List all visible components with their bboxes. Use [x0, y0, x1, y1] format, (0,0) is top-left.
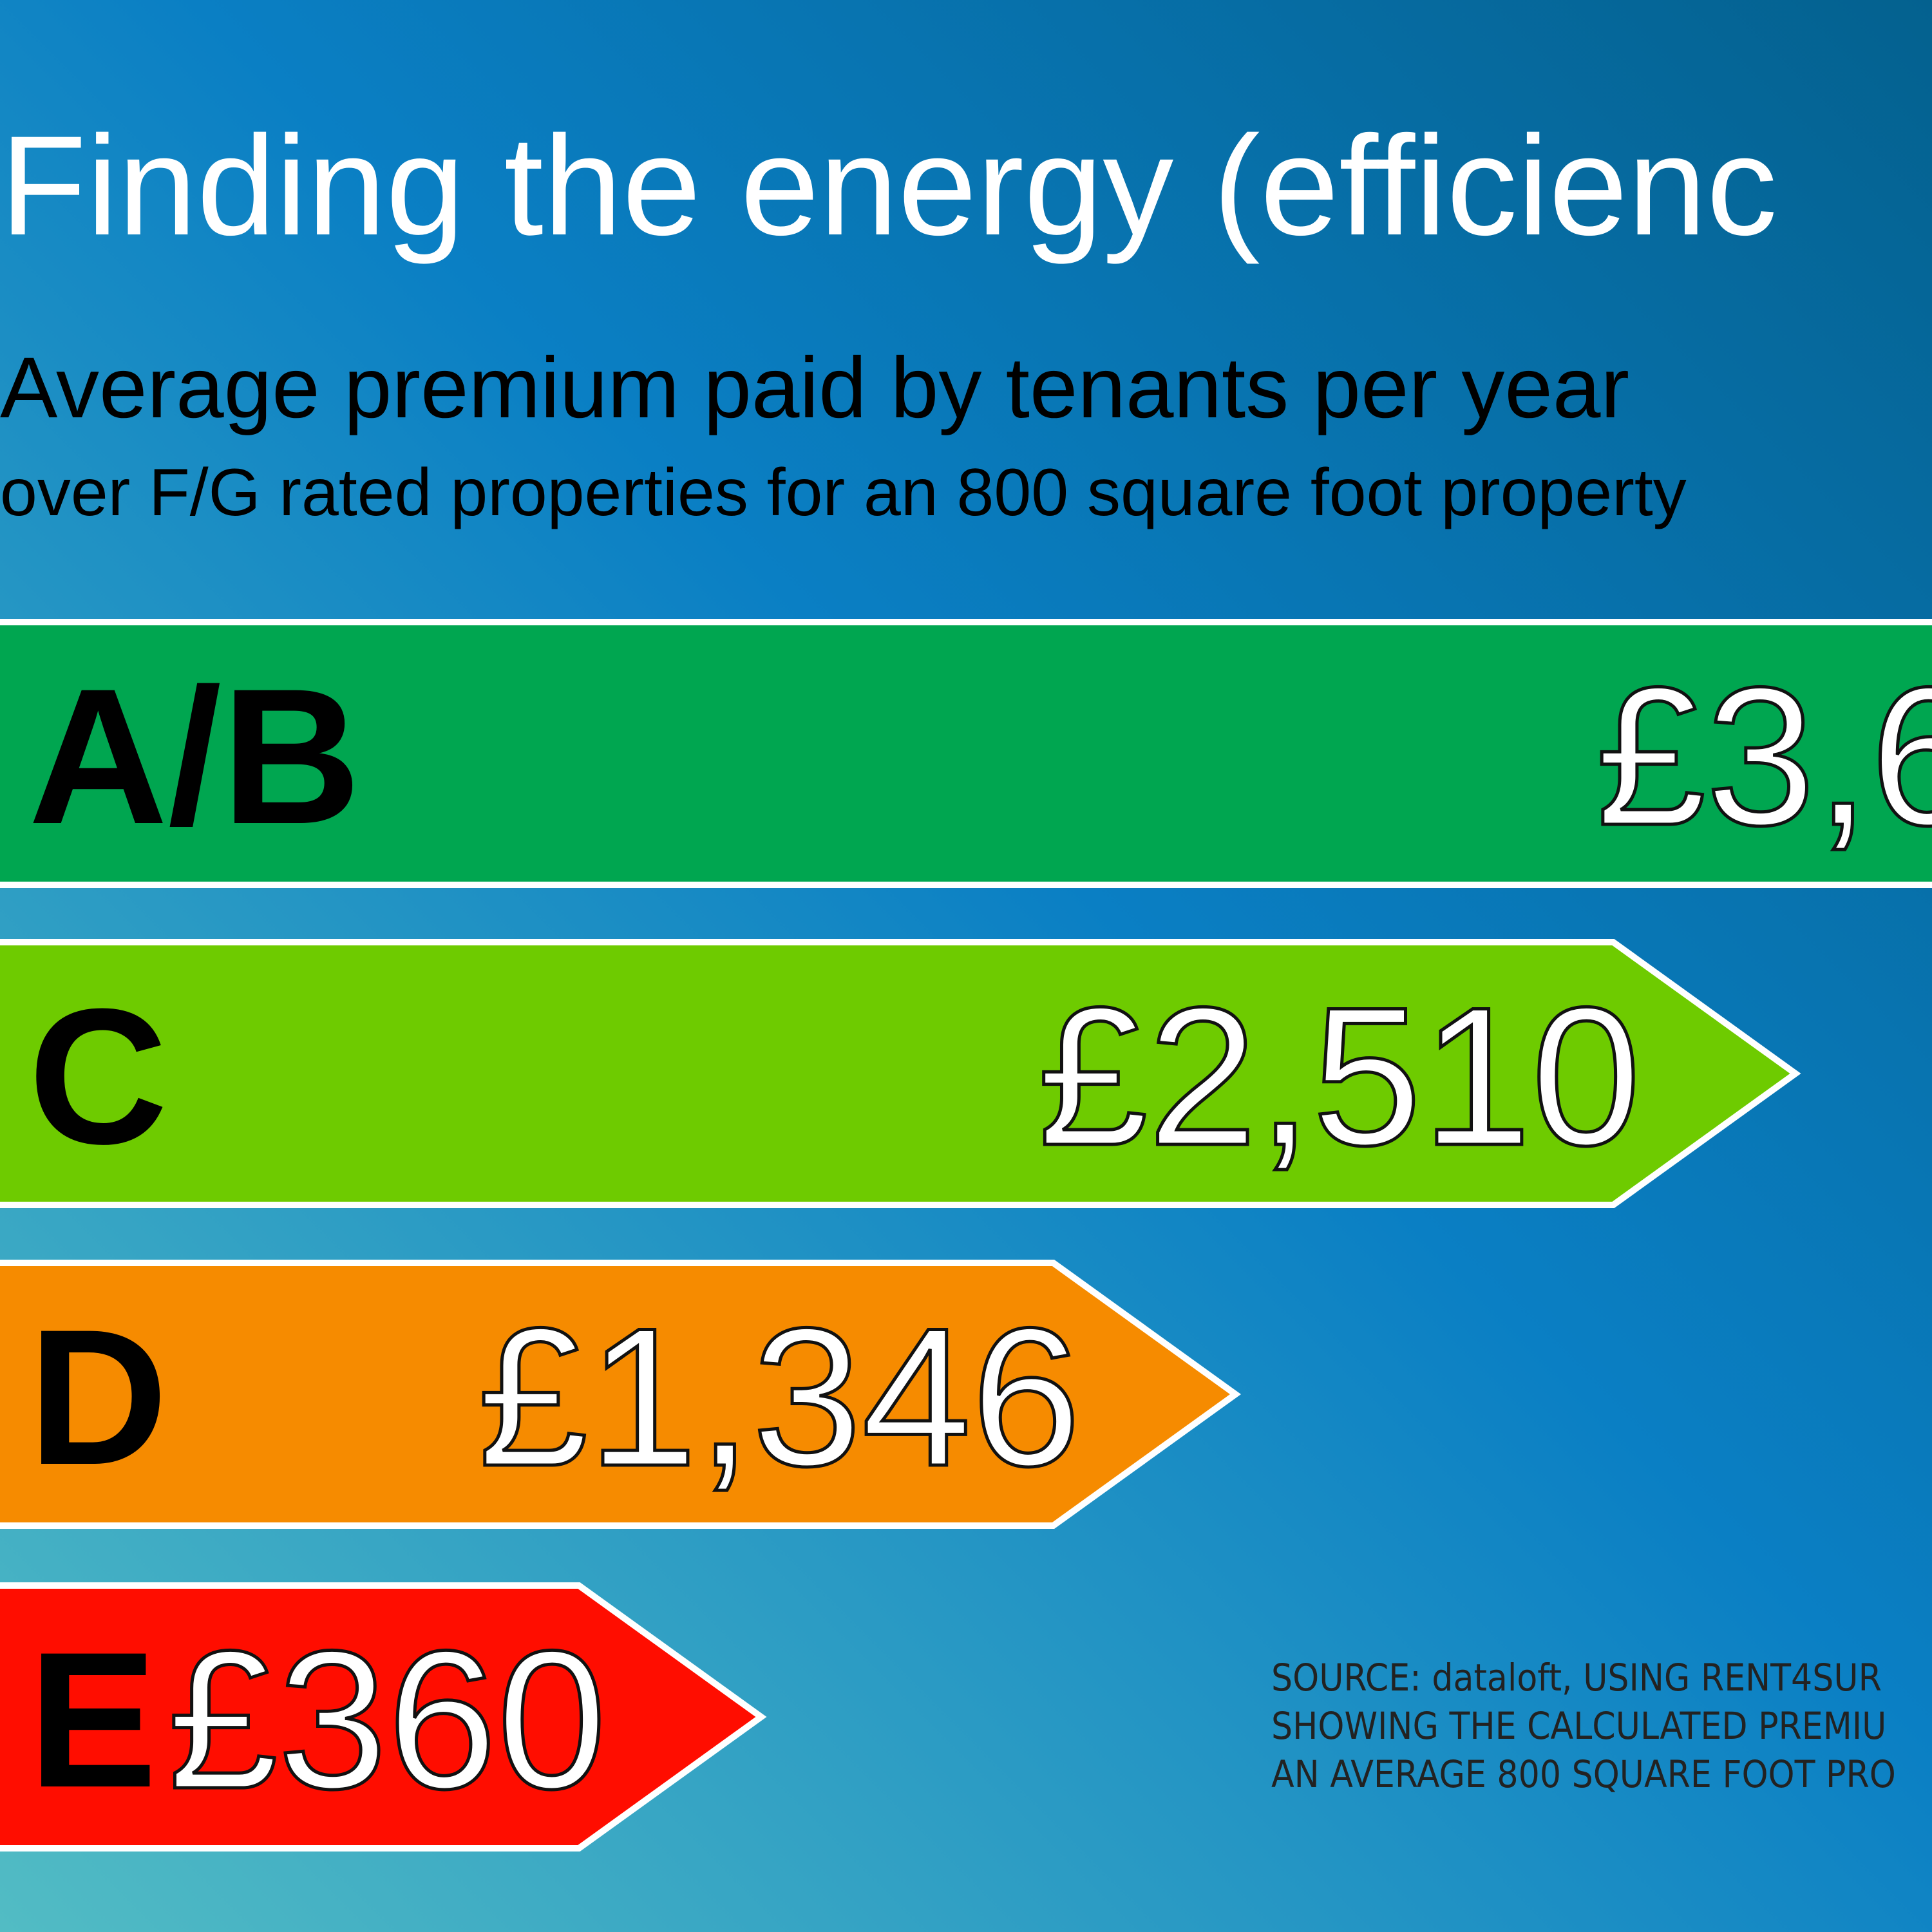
- subtitle: over F/G rated properties for an 800 squ…: [0, 455, 1687, 530]
- rating-bar: [0, 1582, 767, 1852]
- value-label: £360: [168, 1609, 607, 1830]
- rating-label: A/B: [28, 648, 361, 864]
- source-line: AN AVERAGE 800 SQUARE FOOT PRO: [1271, 1752, 1896, 1796]
- title: Finding the energy (efficienc: [0, 106, 1777, 265]
- source-line: SHOWING THE CALCULATED PREMIU: [1271, 1704, 1886, 1748]
- subtitle: Average premium paid by tenants per year: [0, 340, 1629, 436]
- rating-label: D: [28, 1289, 168, 1505]
- rating-label: E: [28, 1611, 157, 1828]
- source-line: SOURCE: dataloft, USING RENT4SUR: [1271, 1656, 1882, 1700]
- source: SOURCE: dataloft, USING RENT4SUR SHOWING…: [1271, 1656, 1896, 1796]
- value-label: £1,346: [478, 1287, 1081, 1507]
- rating-label: C: [28, 968, 168, 1184]
- rating-bar: [0, 939, 1801, 1208]
- rating-bar: [0, 619, 1932, 888]
- rating-bar: [0, 1260, 1242, 1529]
- value-label: £2,510: [1038, 966, 1641, 1186]
- value-label: £3,670: [1596, 646, 1932, 866]
